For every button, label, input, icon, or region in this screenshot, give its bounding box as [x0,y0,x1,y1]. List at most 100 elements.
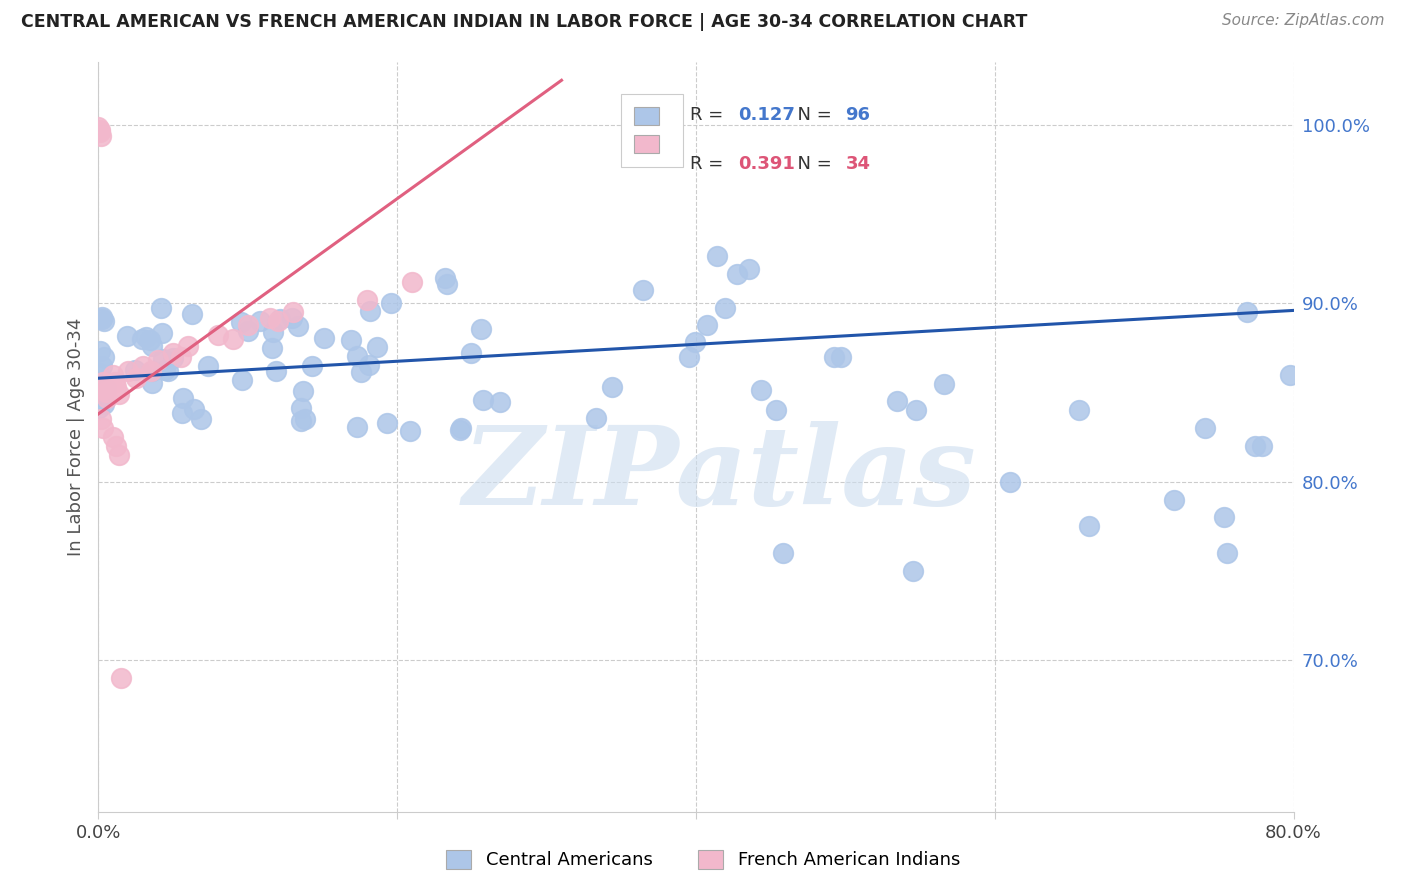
Point [346,349,368,363]
Point [90,128,112,143]
Point [1236,305,1258,319]
Point [259,310,281,325]
Point [105,380,128,394]
Point [177,339,200,353]
Point [706,249,728,263]
Point [117,328,139,343]
Point [103,430,125,444]
Point [89,123,111,137]
Point [765,403,787,417]
Point [183,401,205,416]
Point [103,368,125,382]
Point [1212,510,1234,524]
Point [398,425,420,439]
Text: Source: ZipAtlas.com: Source: ZipAtlas.com [1222,13,1385,29]
Text: N =: N = [786,106,837,124]
Point [260,341,283,355]
Point [375,416,398,430]
Point [108,387,131,401]
Point [1244,439,1267,453]
Point [172,392,194,406]
Point [359,304,381,318]
Point [751,384,773,398]
Point [89,344,111,359]
Point [264,364,287,378]
Point [157,364,180,378]
Point [93,314,115,328]
Point [172,406,194,420]
Point [290,401,312,416]
Point [460,346,482,360]
Point [823,350,845,364]
Point [830,350,852,364]
Point [269,312,291,326]
Point [91,310,114,324]
Point [470,322,492,336]
Point [149,301,172,316]
Point [436,277,458,292]
Point [162,351,184,366]
Point [93,397,115,411]
Point [139,333,162,347]
Point [125,371,148,385]
Text: 0.391: 0.391 [738,154,794,172]
Point [738,262,761,277]
Point [600,380,623,394]
Point [267,314,290,328]
Legend: Central Americans, French American Indians: Central Americans, French American India… [437,841,969,879]
Point [93,381,115,395]
Point [207,328,229,343]
Point [301,359,323,374]
Point [90,375,112,389]
Point [231,373,253,387]
Point [91,359,114,373]
Text: CENTRAL AMERICAN VS FRENCH AMERICAN INDIAN IN LABOR FORCE | AGE 30-34 CORRELATIO: CENTRAL AMERICAN VS FRENCH AMERICAN INDI… [21,13,1028,31]
Point [585,411,607,425]
Point [380,295,402,310]
Point [162,346,184,360]
Point [350,365,373,379]
Point [236,318,259,332]
Point [290,414,312,428]
Point [678,351,700,365]
Point [713,301,735,315]
Point [633,284,655,298]
Text: R =: R = [690,106,728,124]
Point [91,421,114,435]
Point [105,439,128,453]
Point [281,305,304,319]
Point [725,268,748,282]
Point [314,331,336,345]
Point [190,412,212,426]
Point [294,412,316,426]
Point [91,375,114,389]
Text: 34: 34 [845,154,870,172]
Point [1078,519,1101,533]
Point [449,423,471,437]
Point [696,318,718,333]
Point [108,448,131,462]
Point [346,420,368,434]
Point [932,376,955,391]
Point [132,359,155,373]
Point [93,382,115,396]
Point [148,353,170,368]
Point [291,384,314,399]
Point [104,375,127,389]
Point [87,120,110,134]
Point [110,671,132,685]
Text: R =: R = [690,154,728,172]
Point [356,293,378,307]
Legend: , : , [621,94,683,167]
Point [96,391,118,405]
Point [150,326,173,341]
Point [450,420,472,434]
Point [93,350,115,364]
Text: 96: 96 [845,106,870,124]
Text: N =: N = [786,154,837,172]
Text: ZIPatlas: ZIPatlas [463,421,977,528]
Point [1194,421,1216,435]
Point [180,307,202,321]
Point [287,319,309,334]
Point [772,546,794,560]
